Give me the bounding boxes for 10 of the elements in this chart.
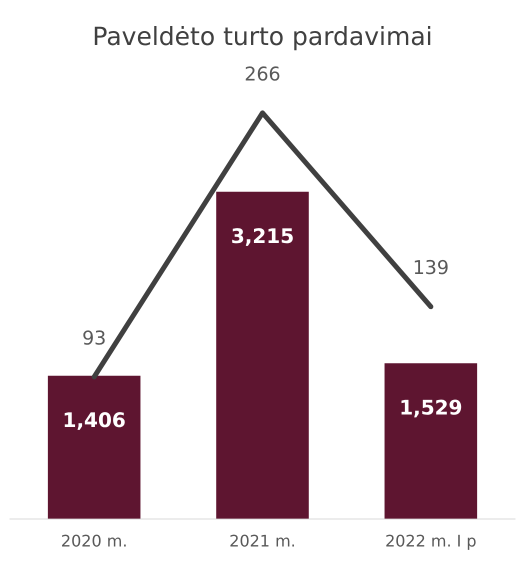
- data-label: 266: [244, 63, 281, 86]
- data-label: 3,215: [230, 224, 294, 248]
- chart-title: Paveldėto turto pardavimai: [91, 22, 434, 51]
- data-label: 139: [412, 257, 449, 280]
- x-tick-label: 2022 m. I p: [385, 532, 477, 551]
- data-label: 1,406: [62, 408, 126, 432]
- data-label: 1,529: [399, 395, 462, 420]
- x-tick-label: 2020 m.: [60, 532, 128, 551]
- x-tick-label: 2021 m.: [229, 532, 296, 551]
- data-label: 93: [82, 327, 106, 350]
